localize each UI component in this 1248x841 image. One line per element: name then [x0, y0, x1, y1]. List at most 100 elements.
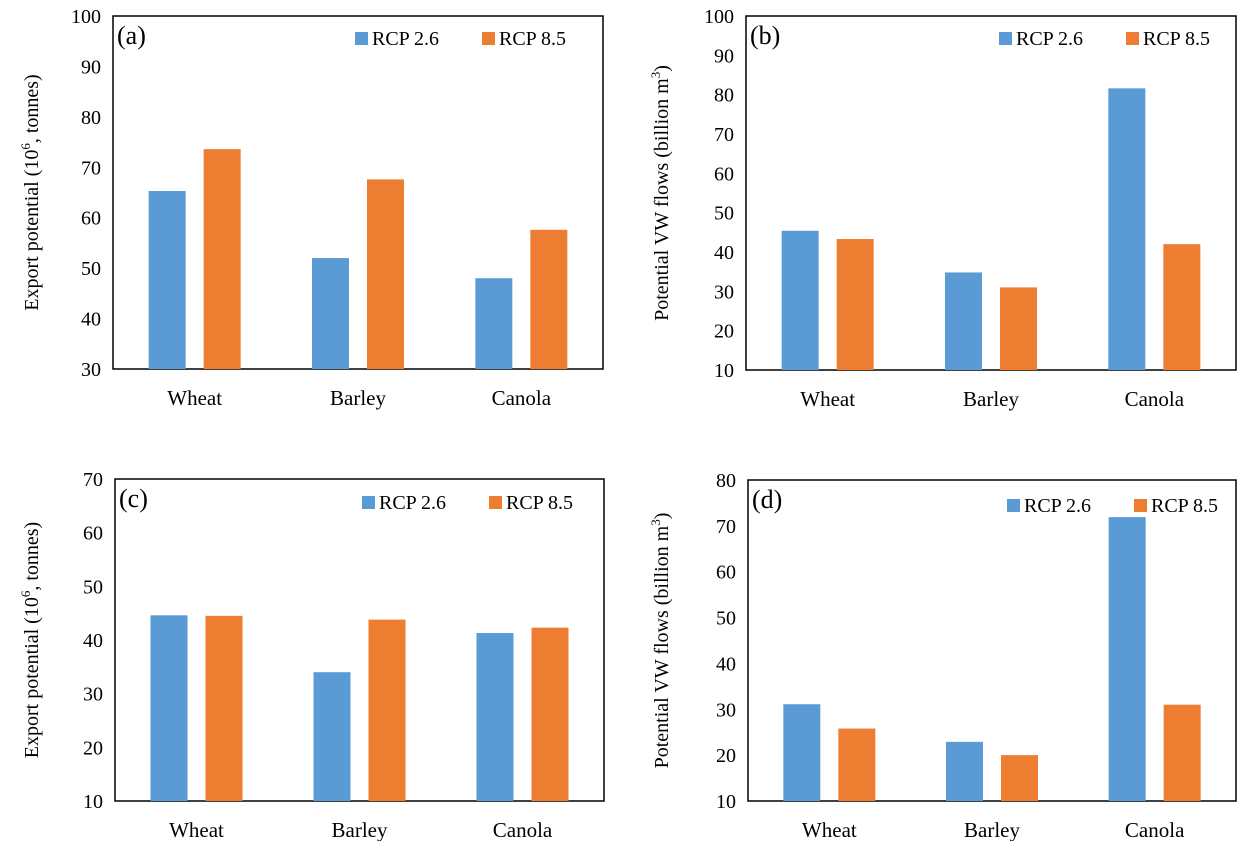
y-axis-label-text: Export potential (10 — [21, 150, 43, 311]
bar-rcp85-wheat — [836, 239, 874, 370]
chart-panel-b: 10 20 30 40 50 60 70 80 90 100 Potential VW flows … — [648, 6, 1237, 411]
y-tick-label: 100 — [704, 6, 734, 28]
bar-rcp85-canola — [530, 229, 568, 369]
bar-rcp85-canola — [1163, 244, 1201, 370]
y-tick-label: 60 — [83, 523, 103, 545]
legend-swatch-rcp85 — [1126, 32, 1139, 45]
legend-label-rcp85: RCP 8.5 — [1151, 495, 1218, 517]
plot-area — [747, 479, 1237, 802]
x-tick-label: Canola — [493, 818, 553, 841]
bar-rcp26-barley — [946, 741, 983, 801]
y-tick-label: 80 — [716, 470, 736, 492]
y-tick-label: 80 — [714, 85, 734, 107]
bar-rcp26-wheat — [783, 704, 821, 801]
bar-rcp26-wheat — [150, 615, 188, 801]
y-tick-label: 50 — [83, 576, 103, 598]
bar-rcp26-canola — [475, 278, 513, 369]
bar-rcp85-barley — [368, 619, 406, 801]
y-tick-label: 20 — [714, 321, 734, 343]
legend-label-rcp26: RCP 2.6 — [1024, 495, 1091, 517]
plot-area — [112, 15, 604, 370]
legend-label-rcp85: RCP 8.5 — [499, 28, 566, 50]
bar-rcp26-barley — [312, 258, 349, 369]
y-axis-label: Potential VW flows (billion m3) — [648, 513, 673, 769]
bar-rcp26-canola — [476, 633, 514, 801]
legend-swatch-rcp85 — [482, 32, 495, 45]
y-tick-label: 60 — [716, 562, 736, 584]
y-tick-label: 50 — [716, 608, 736, 630]
y-axis-label: Export potential (106, tonnes) — [18, 522, 43, 758]
y-axis-label-tail: ) — [651, 513, 673, 520]
x-tick-label: Canola — [492, 386, 552, 410]
y-tick-label: 40 — [714, 242, 734, 264]
bar-rcp26-barley — [313, 672, 351, 801]
bar-rcp26-barley — [945, 272, 982, 370]
legend-swatch-rcp26 — [999, 32, 1012, 45]
y-tick-label: 50 — [81, 258, 101, 280]
panel-label: (d) — [752, 485, 782, 514]
chart-panel-d: 10 20 30 40 50 60 70 80 Potential VW flows (bill… — [648, 470, 1237, 841]
y-tick-label: 70 — [81, 157, 101, 179]
y-tick-label: 30 — [716, 699, 736, 721]
legend-label-rcp26: RCP 2.6 — [1016, 28, 1083, 50]
bar-rcp85-canola — [531, 627, 569, 801]
bar-rcp26-canola — [1108, 517, 1146, 801]
y-axis-label-superscript: 6 — [18, 143, 33, 150]
y-tick-label: 60 — [714, 163, 734, 185]
plot-area — [114, 478, 605, 802]
y-tick-label: 40 — [83, 630, 103, 652]
bar-rcp85-wheat — [203, 149, 241, 369]
y-tick-label: 40 — [81, 309, 101, 331]
bar-rcp85-wheat — [838, 728, 876, 801]
bar-rcp26-canola — [1108, 88, 1146, 370]
x-tick-label: Barley — [332, 818, 388, 841]
panel-label: (c) — [119, 484, 148, 513]
bar-rcp85-barley — [367, 179, 404, 369]
legend-label-rcp26: RCP 2.6 — [372, 28, 439, 50]
y-tick-label: 10 — [716, 791, 736, 813]
bar-rcp26-wheat — [781, 230, 819, 370]
y-axis-label-superscript: 3 — [648, 72, 663, 79]
y-axis-label-tail: , tonnes) — [21, 522, 43, 591]
legend-swatch-rcp85 — [1134, 499, 1147, 512]
y-tick-label: 30 — [81, 359, 101, 381]
x-tick-label: Barley — [963, 387, 1019, 411]
x-tick-label: Barley — [330, 386, 386, 410]
y-axis-label-text: Export potential (10 — [21, 597, 43, 758]
y-axis-label-tail: , tonnes) — [21, 74, 43, 143]
y-tick-label: 20 — [716, 745, 736, 767]
y-axis-label-superscript: 3 — [648, 519, 663, 526]
chart-panel-c: 10 20 30 40 50 60 70 Export potential (106, ton… — [18, 469, 605, 841]
y-tick-label: 10 — [714, 360, 734, 382]
y-tick-label: 70 — [83, 469, 103, 491]
legend-swatch-rcp26 — [362, 496, 375, 509]
legend-label-rcp85: RCP 8.5 — [506, 492, 573, 514]
x-tick-label: Wheat — [167, 386, 222, 410]
y-tick-label: 60 — [81, 208, 101, 230]
bar-rcp85-barley — [1000, 287, 1037, 370]
y-axis-label-tail: ) — [651, 65, 673, 72]
legend-swatch-rcp85 — [489, 496, 502, 509]
y-tick-label: 30 — [83, 684, 103, 706]
x-tick-label: Wheat — [800, 387, 855, 411]
x-tick-label: Barley — [964, 818, 1020, 841]
panel-label: (b) — [750, 21, 780, 50]
y-tick-label: 90 — [714, 45, 734, 67]
y-axis-label: Export potential (106, tonnes) — [18, 74, 43, 310]
bar-rcp85-canola — [1163, 704, 1201, 801]
y-tick-label: 10 — [83, 791, 103, 813]
y-tick-label: 70 — [716, 516, 736, 538]
bar-rcp26-wheat — [148, 190, 186, 369]
y-tick-label: 100 — [71, 6, 101, 28]
y-axis-label-text: Potential VW flows (billion m — [651, 525, 673, 768]
y-tick-label: 20 — [83, 737, 103, 759]
y-tick-label: 40 — [716, 653, 736, 675]
y-tick-label: 90 — [81, 56, 101, 78]
y-tick-label: 30 — [714, 281, 734, 303]
legend-swatch-rcp26 — [1007, 499, 1020, 512]
x-tick-label: Wheat — [169, 818, 224, 841]
legend-label-rcp85: RCP 8.5 — [1143, 28, 1210, 50]
legend-label-rcp26: RCP 2.6 — [379, 492, 446, 514]
x-tick-label: Canola — [1125, 387, 1185, 411]
y-tick-label: 50 — [714, 203, 734, 225]
